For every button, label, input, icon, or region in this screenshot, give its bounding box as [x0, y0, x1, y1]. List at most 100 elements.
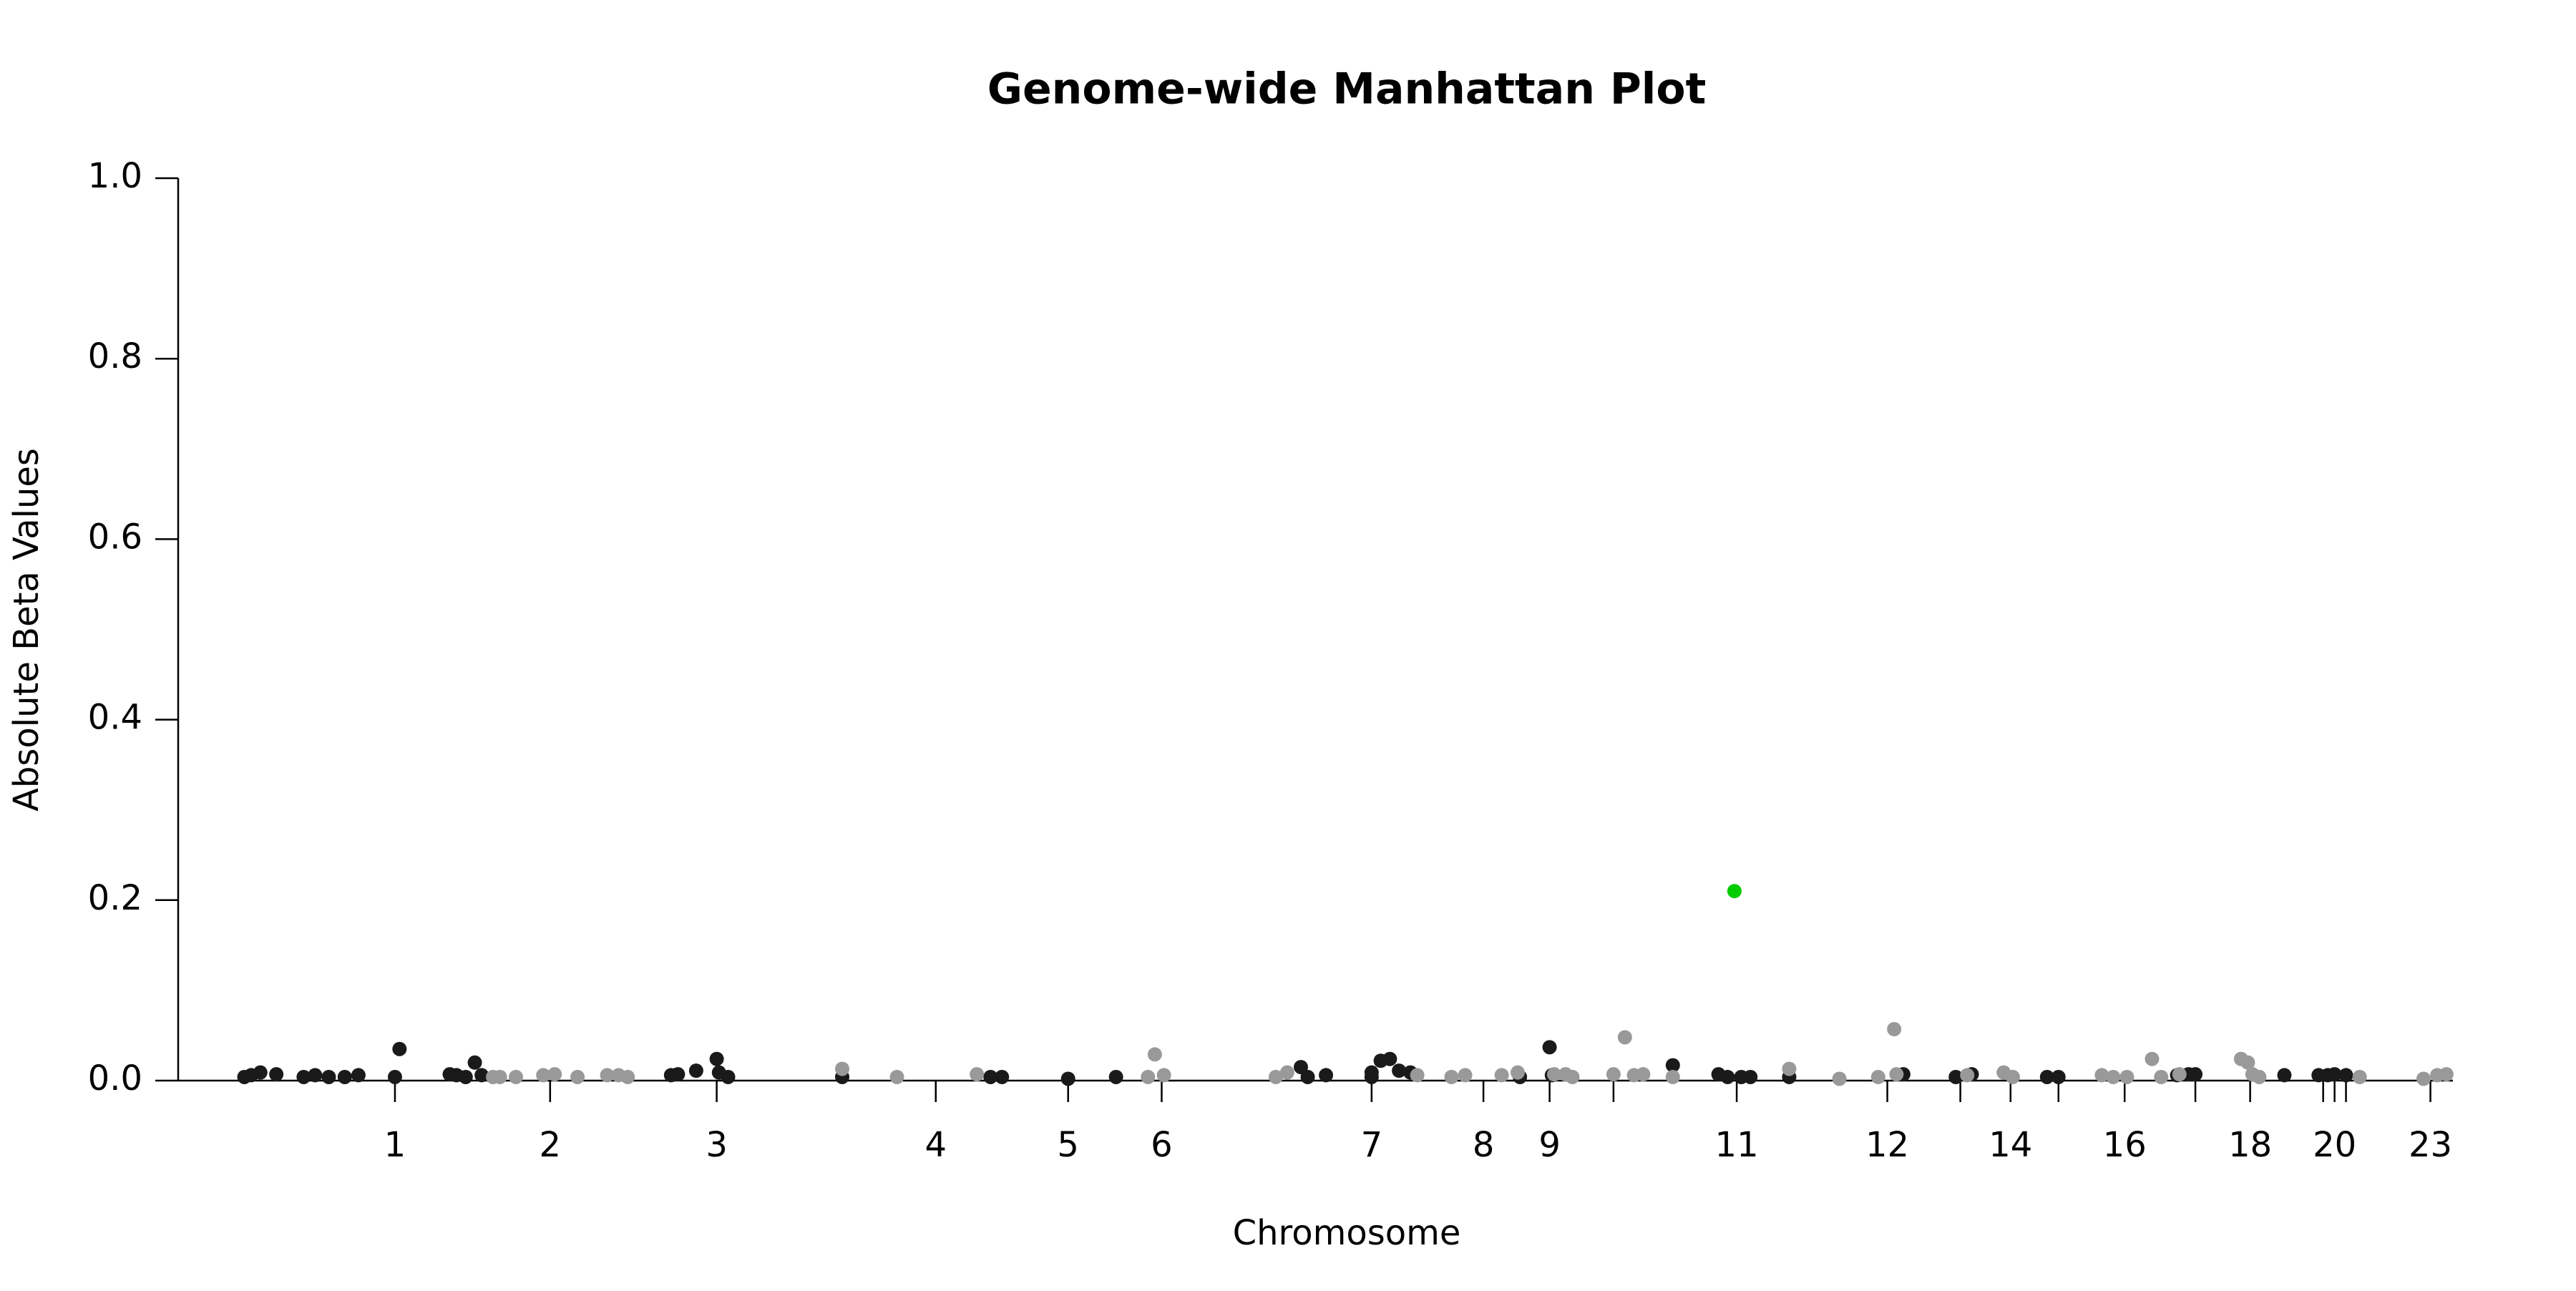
data-point — [351, 1068, 366, 1083]
data-point — [2039, 1069, 2054, 1084]
data-point — [1887, 1022, 1902, 1037]
data-point — [536, 1068, 551, 1083]
x-tick-label: 3 — [706, 1125, 728, 1165]
data-point — [2119, 1069, 2135, 1084]
data-point — [1494, 1068, 1509, 1083]
data-point — [1382, 1051, 1397, 1066]
data-point — [1727, 884, 1742, 899]
data-point — [670, 1067, 686, 1082]
data-point — [970, 1067, 985, 1082]
data-point — [1392, 1063, 1407, 1078]
data-point — [709, 1051, 724, 1066]
data-point — [2338, 1068, 2353, 1083]
data-point — [1720, 1069, 1735, 1084]
data-point — [2154, 1069, 2169, 1084]
x-tick-label: 20 — [2313, 1125, 2356, 1165]
data-point — [2106, 1069, 2121, 1084]
chart-title: Genome-wide Manhattan Plot — [987, 64, 1707, 115]
data-point — [2252, 1069, 2267, 1084]
data-point — [508, 1069, 523, 1084]
data-point — [600, 1068, 615, 1083]
x-tick-label: 14 — [1989, 1125, 2032, 1165]
data-point — [1108, 1069, 1123, 1084]
data-point — [1665, 1058, 1680, 1073]
data-point — [1665, 1069, 1680, 1084]
data-point — [688, 1063, 703, 1078]
data-point — [1889, 1067, 1904, 1082]
data-point — [1960, 1068, 1975, 1083]
data-point — [337, 1069, 352, 1084]
data-point — [1444, 1069, 1459, 1084]
data-point — [1542, 1040, 1557, 1055]
x-tick-label: 6 — [1151, 1125, 1173, 1165]
data-point — [296, 1069, 311, 1084]
data-point — [1279, 1065, 1294, 1080]
x-tick-label: 1 — [384, 1125, 406, 1165]
data-point — [1565, 1069, 1580, 1084]
data-point — [2188, 1067, 2203, 1082]
y-tick-label: 0.6 — [88, 517, 142, 557]
data-point — [995, 1069, 1010, 1084]
data-point — [547, 1067, 562, 1082]
data-point — [1782, 1061, 1797, 1076]
data-point — [1510, 1065, 1525, 1080]
data-point — [467, 1055, 482, 1070]
x-tick-label: 9 — [1538, 1125, 1561, 1165]
data-point — [983, 1069, 998, 1084]
data-point — [2051, 1069, 2066, 1084]
x-tick-label: 23 — [2409, 1125, 2452, 1165]
x-tick-label: 16 — [2103, 1125, 2147, 1165]
y-tick-label: 0.4 — [88, 698, 142, 738]
data-point — [1617, 1030, 1632, 1045]
x-tick-label: 18 — [2228, 1125, 2272, 1165]
data-point — [1636, 1067, 1651, 1082]
data-point — [474, 1068, 489, 1083]
x-axis-label: Chromosome — [1233, 1213, 1461, 1253]
data-point — [721, 1069, 736, 1084]
data-point — [392, 1041, 407, 1056]
data-point — [458, 1069, 473, 1084]
data-point — [1606, 1067, 1621, 1082]
data-point — [1147, 1047, 1162, 1062]
data-point — [387, 1069, 402, 1084]
x-tick-label: 8 — [1473, 1125, 1495, 1165]
y-tick-label: 0.2 — [88, 878, 142, 918]
data-point — [2416, 1071, 2431, 1086]
data-point — [2172, 1067, 2187, 1082]
x-tick-label: 5 — [1057, 1125, 1079, 1165]
x-tick-label: 2 — [540, 1125, 562, 1165]
data-point — [889, 1069, 904, 1084]
data-point — [2352, 1069, 2367, 1084]
y-tick-label: 0.0 — [88, 1058, 142, 1098]
data-point — [1458, 1068, 1473, 1083]
y-axis-label: Absolute Beta Values — [6, 448, 47, 812]
data-point — [1060, 1071, 1075, 1086]
x-tick-label: 4 — [924, 1125, 947, 1165]
data-point — [253, 1065, 268, 1080]
data-point — [1870, 1069, 1885, 1084]
data-point — [269, 1067, 284, 1082]
data-point — [1546, 1067, 1561, 1082]
data-point — [1300, 1069, 1315, 1084]
data-point — [620, 1069, 635, 1084]
data-point — [2145, 1051, 2160, 1066]
data-point — [1156, 1068, 1171, 1083]
data-point — [2439, 1067, 2454, 1082]
data-point — [1832, 1071, 1847, 1086]
data-point — [2327, 1067, 2342, 1082]
data-point — [1948, 1069, 1963, 1084]
x-tick-label: 12 — [1865, 1125, 1909, 1165]
data-point — [2240, 1055, 2255, 1070]
data-point — [1141, 1069, 1156, 1084]
data-point — [2277, 1068, 2292, 1083]
data-point — [2005, 1069, 2020, 1084]
data-point — [1319, 1068, 1334, 1083]
x-tick-label: 11 — [1715, 1125, 1759, 1165]
y-tick-label: 0.8 — [88, 336, 142, 376]
data-point — [834, 1061, 849, 1076]
x-tick-label: 7 — [1361, 1125, 1383, 1165]
data-point — [1268, 1069, 1283, 1084]
data-point — [308, 1068, 323, 1083]
data-point — [1743, 1069, 1758, 1084]
